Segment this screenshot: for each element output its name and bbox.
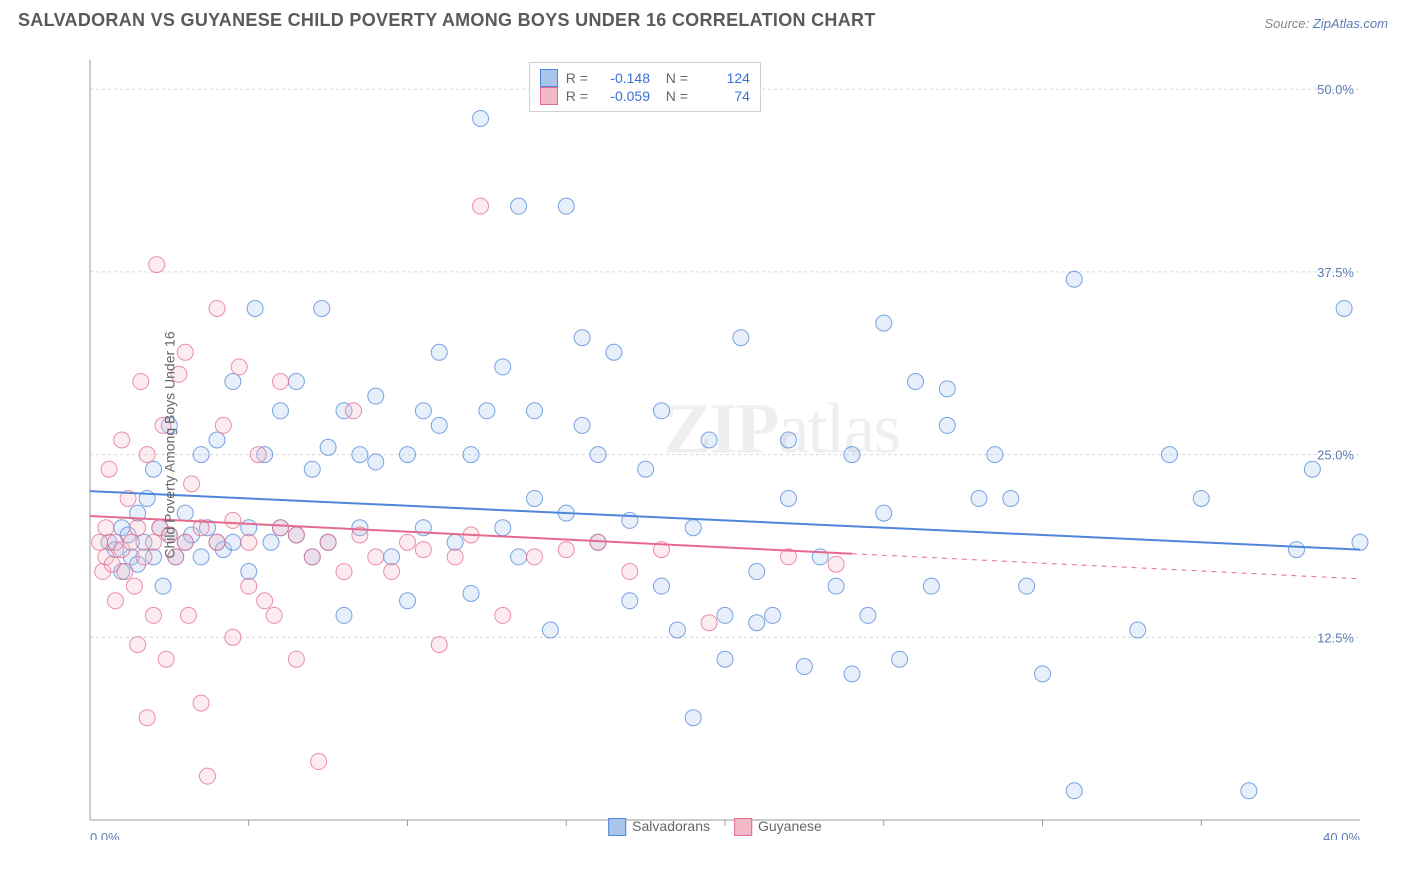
svg-text:40.0%: 40.0% <box>1323 830 1360 840</box>
legend-item: Salvadorans <box>608 818 710 836</box>
stat-value-r: -0.148 <box>596 70 650 86</box>
stats-row: R = -0.148 N = 124 <box>540 69 750 87</box>
stat-value-n: 74 <box>696 88 750 104</box>
svg-text:0.0%: 0.0% <box>90 830 120 840</box>
legend-bottom: Salvadorans Guyanese <box>608 818 822 836</box>
stat-label-n: N = <box>658 70 688 86</box>
legend-label: Guyanese <box>758 818 822 834</box>
series-swatch <box>540 69 558 87</box>
chart-container: SALVADORAN VS GUYANESE CHILD POVERTY AMO… <box>0 0 1406 892</box>
stat-label-r: R = <box>566 88 588 104</box>
stats-row: R = -0.059 N = 74 <box>540 87 750 105</box>
series-swatch <box>540 87 558 105</box>
source-attribution: Source: ZipAtlas.com <box>1264 16 1388 31</box>
header: SALVADORAN VS GUYANESE CHILD POVERTY AMO… <box>0 0 1406 35</box>
stat-label-n: N = <box>658 88 688 104</box>
correlation-stats-box: R = -0.148 N = 124 R = -0.059 N = 74 <box>529 62 761 112</box>
legend-swatch <box>608 818 626 836</box>
stat-value-n: 124 <box>696 70 750 86</box>
svg-text:37.5%: 37.5% <box>1317 265 1354 280</box>
source-prefix: Source: <box>1264 16 1312 31</box>
svg-text:12.5%: 12.5% <box>1317 630 1354 645</box>
source-link[interactable]: ZipAtlas.com <box>1313 16 1388 31</box>
y-axis-label: Child Poverty Among Boys Under 16 <box>162 331 178 558</box>
svg-text:50.0%: 50.0% <box>1317 82 1354 97</box>
scatter-svg: 12.5% 25.0% 37.5% 50.0% 0.0% 40.0% <box>50 50 1380 840</box>
plot-area: Child Poverty Among Boys Under 16 12.5% 2… <box>50 50 1380 840</box>
legend-swatch <box>734 818 752 836</box>
chart-title: SALVADORAN VS GUYANESE CHILD POVERTY AMO… <box>18 10 876 31</box>
legend-label: Salvadorans <box>632 818 710 834</box>
stat-label-r: R = <box>566 70 588 86</box>
stat-value-r: -0.059 <box>596 88 650 104</box>
legend-item: Guyanese <box>734 818 822 836</box>
svg-text:25.0%: 25.0% <box>1317 448 1354 463</box>
